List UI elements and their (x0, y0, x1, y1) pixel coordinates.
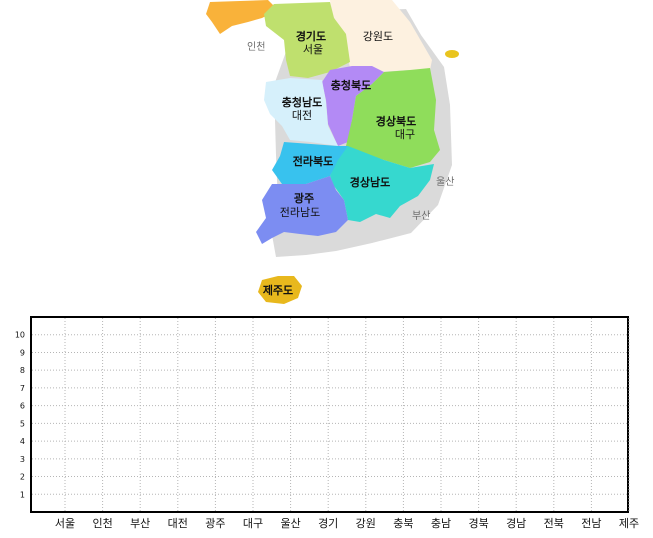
x-tick-label: 인천 (92, 516, 112, 530)
x-tick-label: 대전 (168, 517, 188, 530)
x-tick-label: 광주 (205, 517, 225, 530)
y-tick-label: 9 (20, 348, 25, 357)
x-tick-label: 경남 (506, 517, 526, 530)
label-incheon: 인천 (247, 42, 266, 53)
region-jeju[interactable] (258, 276, 302, 304)
y-tick-label: 6 (20, 402, 25, 411)
x-tick-label: 경북 (468, 517, 488, 530)
y-tick-label: 3 (20, 455, 25, 464)
label-gyeonggi: 경기도 (296, 29, 326, 43)
label-busan: 부산 (412, 211, 431, 222)
region-jeonnam[interactable] (256, 176, 348, 244)
label-daejeon: 대전 (292, 109, 312, 122)
y-tick-label: 2 (20, 473, 25, 482)
label-seoul: 서울 (303, 43, 323, 56)
label-gyeongnam: 경상남도 (350, 175, 390, 189)
x-tick-label: 대구 (243, 517, 263, 530)
x-tick-label: 경기 (318, 517, 338, 530)
region-chungnam[interactable] (264, 78, 338, 146)
label-jeonbuk: 전라북도 (293, 154, 333, 168)
x-tick-label: 부산 (130, 517, 150, 530)
x-tick-label: 충북 (393, 517, 413, 530)
y-tick-label: 4 (20, 437, 25, 446)
plot-frame (30, 316, 629, 513)
x-tick-label: 서울 (55, 517, 75, 530)
label-daegu: 대구 (395, 128, 415, 141)
x-axis-ticks: 서울 인천 부산 대전 광주 대구 울산 경기 강원 충북 충남 경북 경남 전북 전남 제주 (55, 516, 639, 530)
label-chungnam: 충청남도 (282, 95, 322, 109)
map-svg: 경기도 서울 강원도 충청북도 충청남도 대전 경상북도 대구 전라북도 경상남… (206, 0, 459, 304)
y-tick-label: 5 (20, 419, 25, 428)
y-tick-label: 1 (20, 490, 25, 499)
label-jeonnam: 전라남도 (280, 206, 320, 219)
x-tick-label: 충남 (431, 517, 451, 530)
x-tick-label: 전북 (544, 517, 564, 530)
y-tick-label: 7 (20, 384, 25, 393)
korea-region-map: 경기도 서울 강원도 충청북도 충청남도 대전 경상북도 대구 전라북도 경상남… (206, 0, 459, 304)
label-chungbuk: 충청북도 (331, 78, 371, 92)
x-tick-label: 강원 (356, 517, 376, 530)
label-gangwon: 강원도 (363, 30, 393, 43)
label-ulsan: 울산 (436, 177, 455, 188)
x-tick-label: 울산 (280, 517, 300, 530)
x-tick-label: 전남 (581, 517, 601, 530)
y-tick-label: 8 (20, 366, 25, 375)
region-gangwon[interactable] (330, 0, 432, 72)
region-gyeongnam[interactable] (330, 146, 434, 222)
y-tick-label: 10 (15, 331, 25, 340)
north-region (206, 0, 278, 34)
region-gyeongbuk[interactable] (346, 68, 440, 168)
label-gwangju: 광주 (294, 192, 314, 205)
region-jeonbuk[interactable] (272, 142, 348, 184)
region-gyeonggi[interactable] (264, 2, 350, 78)
region-chungbuk[interactable] (322, 66, 384, 146)
y-axis-ticks: 1 2 3 4 5 6 7 8 9 10 (15, 331, 25, 500)
grid-layer (32, 318, 630, 511)
bar-chart: 1 2 3 4 5 6 7 8 9 10 서울 인천 부산 대전 광주 대구 울산 경기 강원 충북 충남 경북 경남 전북… (15, 316, 639, 530)
label-jeju: 제주도 (263, 283, 293, 297)
label-gyeongbuk: 경상북도 (376, 114, 416, 128)
x-tick-label: 제주 (619, 517, 639, 530)
ulleung-island (445, 50, 459, 58)
